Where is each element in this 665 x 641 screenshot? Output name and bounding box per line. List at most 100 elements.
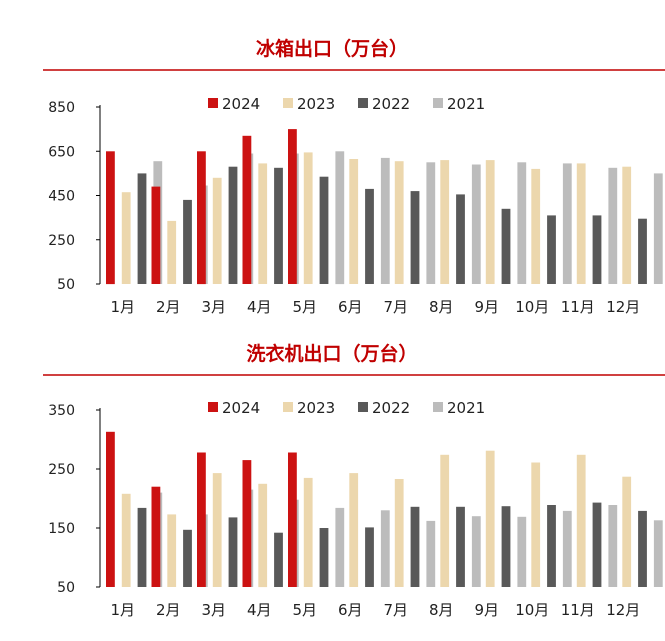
bar-2023-1 [121, 192, 131, 284]
bar-2022-6 [365, 527, 374, 587]
bar-2022-11 [592, 215, 602, 284]
bar-2022-10 [547, 215, 556, 284]
x-tick-label: 3月 [201, 298, 226, 316]
bar-2022-12 [638, 510, 647, 587]
legend-label-2024: 2024 [222, 399, 260, 417]
bar-2021-9 [517, 516, 527, 587]
x-tick-label: 7月 [383, 601, 408, 619]
y-tick-label: 350 [48, 403, 75, 419]
bar-2022-1 [137, 173, 147, 284]
bar-2021-10 [562, 163, 572, 284]
x-tick-label: 7月 [383, 298, 408, 316]
bar-2023-9 [485, 160, 495, 284]
x-tick-label: 10月 [515, 298, 549, 316]
bar-2022-9 [501, 506, 511, 587]
bar-2021-10 [562, 510, 572, 587]
legend-swatch-2024 [208, 98, 218, 108]
bar-2022-8 [456, 194, 465, 284]
bar-2021-12 [653, 173, 663, 284]
bar-2023-2 [167, 514, 177, 587]
x-tick-label: 9月 [474, 298, 499, 316]
legend-label-2021: 2021 [447, 95, 485, 113]
bar-2022-8 [456, 506, 465, 587]
bar-2024-4 [242, 460, 252, 587]
x-tick-label: 4月 [247, 298, 272, 316]
x-tick-label: 11月 [561, 601, 595, 619]
bar-2022-9 [501, 208, 511, 284]
bar-2022-1 [137, 507, 147, 587]
chart-panel-fridge: 冰箱出口（万台） 850 650 450 250 50 1月 2月 3月 4月 5月 6月 7月 8月 9… [43, 37, 665, 316]
bar-2022-6 [365, 188, 374, 284]
legend-label-2022: 2022 [372, 399, 410, 417]
bar-2024-1 [106, 431, 115, 587]
bar-2023-5 [303, 477, 313, 587]
legend-swatch-2022 [358, 98, 368, 108]
y-tick-label: 850 [48, 100, 75, 116]
legend-swatch-2021 [433, 402, 443, 412]
x-tick-label: 6月 [338, 298, 363, 316]
bar-2022-7 [410, 191, 420, 284]
bar-2024-1 [106, 151, 115, 285]
y-tick-label: 250 [48, 462, 75, 478]
x-tick-label: 3月 [201, 601, 226, 619]
legend-label-2023: 2023 [297, 399, 335, 417]
bar-2021-5 [335, 151, 345, 285]
bar-2021-7 [426, 520, 436, 587]
x-tick-label: 8月 [429, 601, 454, 619]
legend-label-2023: 2023 [297, 95, 335, 113]
bar-2022-3 [228, 166, 238, 284]
y-tick-label: 50 [57, 277, 75, 293]
x-tick-label: 8月 [429, 298, 454, 316]
bar-2024-3 [197, 452, 206, 587]
bar-2023-3 [212, 473, 222, 587]
bar-2023-3 [212, 177, 222, 284]
bar-2023-10 [531, 462, 541, 587]
bar-2023-9 [485, 450, 495, 587]
legend-swatch-2023 [283, 98, 293, 108]
bar-2024-2 [151, 486, 161, 587]
x-tick-label: 1月 [110, 601, 135, 619]
bar-2022-5 [319, 528, 329, 587]
y-tick-label: 450 [48, 189, 75, 205]
legend-label-2021: 2021 [447, 399, 485, 417]
bar-2023-4 [258, 483, 268, 588]
bar-2024-3 [197, 151, 206, 285]
chart-panel-washer: 洗衣机出口（万台） 350 250 150 50 1月 2月 3月 4月 5月 6月 7月 8月 9月 1… [43, 342, 665, 619]
bar-2023-11 [576, 163, 586, 284]
x-tick-label: 9月 [474, 601, 499, 619]
legend-swatch-2022 [358, 402, 368, 412]
y-tick-label: 650 [48, 144, 75, 160]
bar-2023-8 [440, 454, 450, 587]
legend-label-2024: 2024 [222, 95, 260, 113]
x-tick-label: 5月 [292, 601, 317, 619]
y-tick-label: 50 [57, 580, 75, 596]
bar-2021-12 [653, 520, 663, 587]
x-tick-label: 4月 [247, 601, 272, 619]
bar-2023-5 [303, 152, 313, 284]
x-tick-label: 11月 [561, 298, 595, 316]
bar-2021-11 [608, 505, 618, 587]
bar-2021-8 [471, 164, 481, 284]
bar-2023-12 [622, 166, 632, 284]
x-tick-label: 10月 [515, 601, 549, 619]
bar-2021-9 [517, 162, 527, 284]
bar-2023-11 [576, 454, 586, 587]
bar-2024-5 [288, 452, 297, 587]
bar-2021-8 [471, 516, 481, 587]
bar-2024-2 [151, 186, 161, 284]
bar-2022-5 [319, 176, 329, 284]
bar-2022-10 [547, 505, 556, 587]
x-tick-label: 2月 [156, 601, 181, 619]
chart-title-fridge: 冰箱出口（万台） [256, 37, 408, 60]
bar-2022-3 [228, 517, 238, 587]
bar-2021-5 [335, 507, 345, 587]
chart-title-washer: 洗衣机出口（万台） [246, 342, 417, 365]
bar-2024-5 [288, 129, 297, 284]
legend-label-2022: 2022 [372, 95, 410, 113]
x-tick-label: 5月 [292, 298, 317, 316]
y-tick-label: 150 [48, 521, 75, 537]
bar-2023-4 [258, 163, 268, 284]
bar-2022-2 [183, 199, 192, 284]
